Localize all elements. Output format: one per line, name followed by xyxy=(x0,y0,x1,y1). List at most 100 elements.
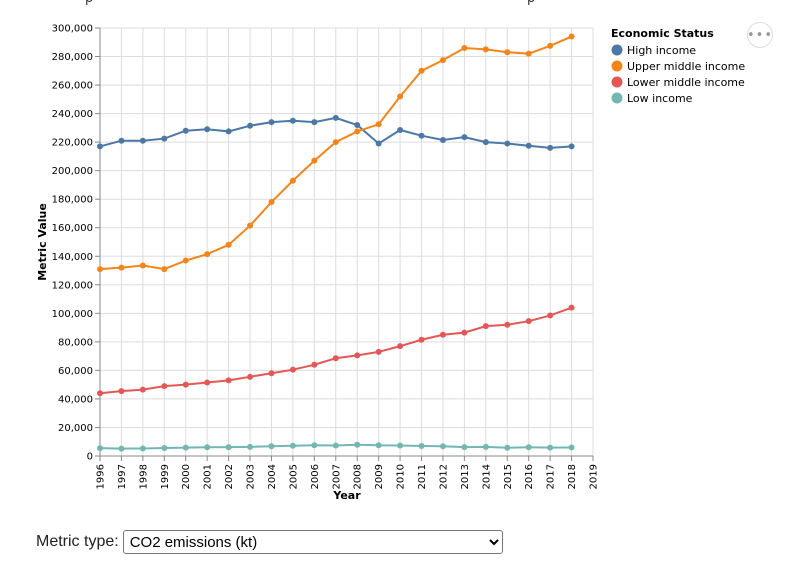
legend-label: Lower middle income xyxy=(627,76,745,89)
data-point-lower-middle-income xyxy=(289,366,296,373)
data-point-upper-middle-income xyxy=(268,199,275,206)
x-tick-label: 2017 xyxy=(546,464,557,489)
data-point-low-income xyxy=(525,444,532,451)
data-point-high-income xyxy=(397,127,404,134)
y-axis-title: Metric Value xyxy=(36,203,49,281)
data-point-low-income xyxy=(311,442,318,449)
legend-symbol xyxy=(611,60,623,72)
y-tick-label: 240,000 xyxy=(52,109,93,120)
y-tick-label: 60,000 xyxy=(58,366,93,377)
y-tick-label: 200,000 xyxy=(52,166,93,177)
data-point-upper-middle-income xyxy=(225,241,232,248)
data-point-lower-middle-income xyxy=(268,370,275,377)
x-tick-label: 2005 xyxy=(288,464,299,489)
data-point-high-income xyxy=(97,143,103,150)
data-point-lower-middle-income xyxy=(332,355,339,362)
x-tick-label: 2014 xyxy=(481,464,492,489)
x-tick-label: 2007 xyxy=(331,464,342,489)
data-point-lower-middle-income xyxy=(311,361,318,368)
data-point-lower-middle-income xyxy=(161,383,168,390)
data-point-low-income xyxy=(547,444,554,451)
x-tick-label: 2006 xyxy=(310,464,321,489)
x-tick-label: 2012 xyxy=(438,464,449,489)
legend-title: Economic Status xyxy=(611,27,714,40)
data-point-low-income xyxy=(504,444,511,451)
data-point-low-income xyxy=(332,442,339,449)
data-point-high-income xyxy=(161,135,168,142)
data-point-high-income xyxy=(439,136,446,143)
data-point-upper-middle-income xyxy=(461,44,468,51)
y-tick-label: 80,000 xyxy=(58,337,93,348)
data-point-high-income xyxy=(182,127,189,134)
legend-label: Upper middle income xyxy=(627,60,745,73)
grid xyxy=(99,27,594,457)
data-point-lower-middle-income xyxy=(418,336,425,343)
data-point-lower-middle-income xyxy=(482,323,489,330)
metric-type-select[interactable]: CO2 emissions (kt) xyxy=(122,530,503,554)
data-point-low-income xyxy=(182,444,189,451)
y-tick-label: 260,000 xyxy=(52,81,93,92)
data-point-low-income xyxy=(461,444,468,451)
x-tick-label: 2004 xyxy=(267,464,278,489)
data-point-lower-middle-income xyxy=(118,388,125,395)
data-point-upper-middle-income xyxy=(354,128,361,135)
data-point-upper-middle-income xyxy=(397,93,404,100)
data-point-upper-middle-income xyxy=(97,266,103,273)
data-point-low-income xyxy=(568,444,575,451)
y-tick-label: 280,000 xyxy=(52,52,93,63)
data-point-low-income xyxy=(268,443,275,450)
data-point-high-income xyxy=(332,114,339,121)
data-point-lower-middle-income xyxy=(139,386,146,393)
data-point-low-income xyxy=(439,443,446,450)
more-horizontal-icon[interactable]: ••• xyxy=(747,22,773,48)
x-tick-label: 1996 xyxy=(96,464,107,489)
data-point-high-income xyxy=(461,134,468,141)
x-tick-label: 2019 xyxy=(589,464,600,489)
metric-type-control: Metric type: CO2 emissions (kt) xyxy=(36,530,503,554)
x-tick-label: 2003 xyxy=(246,464,257,489)
data-point-lower-middle-income xyxy=(439,331,446,338)
data-point-lower-middle-income xyxy=(461,329,468,336)
data-point-high-income xyxy=(311,119,318,126)
x-tick-label: 2000 xyxy=(181,464,192,489)
data-point-low-income xyxy=(418,443,425,450)
data-point-low-income xyxy=(204,444,211,451)
y-tick-label: 180,000 xyxy=(52,195,93,206)
x-tick-label: 2013 xyxy=(460,464,471,489)
data-point-high-income xyxy=(375,140,382,147)
x-tick-label: 2018 xyxy=(567,464,578,489)
x-tick-label: 2009 xyxy=(374,464,385,489)
x-tick-label: 2010 xyxy=(396,464,407,489)
data-point-upper-middle-income xyxy=(289,177,296,184)
data-point-lower-middle-income xyxy=(225,377,232,384)
data-point-low-income xyxy=(225,444,232,451)
data-point-upper-middle-income xyxy=(375,121,382,128)
data-point-upper-middle-income xyxy=(439,57,446,64)
data-point-lower-middle-income xyxy=(547,312,554,319)
data-point-low-income xyxy=(354,441,361,448)
data-point-upper-middle-income xyxy=(418,67,425,74)
data-point-low-income xyxy=(289,442,296,449)
data-point-upper-middle-income xyxy=(332,139,339,146)
x-tick-label: 2002 xyxy=(224,464,235,489)
data-point-upper-middle-income xyxy=(182,257,189,264)
y-tick-label: 100,000 xyxy=(52,309,93,320)
data-point-lower-middle-income xyxy=(204,379,211,386)
data-point-low-income xyxy=(247,443,254,450)
data-point-low-income xyxy=(375,442,382,449)
legend-symbol xyxy=(611,76,623,88)
data-point-high-income xyxy=(247,122,254,129)
legend-symbol xyxy=(611,44,623,56)
data-point-high-income xyxy=(354,122,361,129)
metric-type-label: Metric type: xyxy=(36,533,119,550)
data-point-high-income xyxy=(504,140,511,147)
x-tick-label: 2015 xyxy=(503,464,514,489)
y-tick-label: 40,000 xyxy=(58,394,93,405)
data-point-high-income xyxy=(139,137,146,144)
clipped-top-text: p xyxy=(85,0,93,6)
y-tick-label: 220,000 xyxy=(52,138,93,149)
plot-area xyxy=(97,33,575,452)
data-point-lower-middle-income xyxy=(354,352,361,359)
data-point-lower-middle-income xyxy=(97,390,103,397)
